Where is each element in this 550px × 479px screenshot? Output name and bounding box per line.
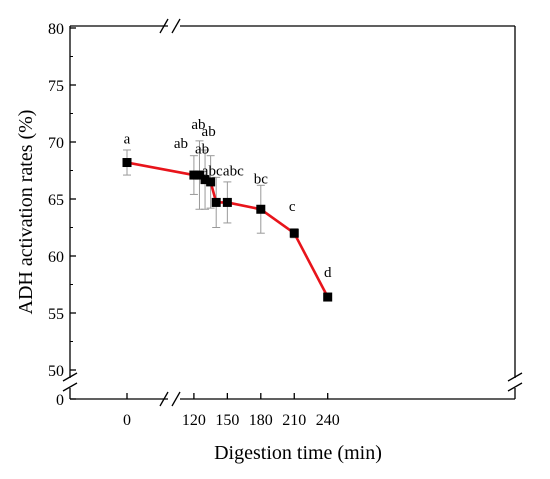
y-tick-label-70: 70 [48, 135, 64, 152]
y-break-mark-3 [507, 382, 523, 392]
significance-label-6: abc [223, 163, 244, 179]
y-tick-label-80: 80 [48, 21, 64, 38]
x-break-mark-1 [171, 18, 181, 34]
data-point-4 [206, 177, 216, 187]
y-tick-label-0: 0 [56, 392, 64, 409]
data-point-5 [211, 197, 221, 207]
x-tick-label-150: 150 [215, 412, 239, 429]
data-point-3 [200, 175, 210, 185]
data-point-9 [323, 292, 333, 302]
x-break-mark-3 [171, 391, 181, 407]
x-break-mark-0 [159, 18, 169, 34]
data-point-1 [189, 170, 199, 180]
data-point-7 [256, 204, 266, 214]
significance-label-1: ab [174, 136, 188, 152]
significance-label-3: ab [195, 142, 209, 158]
x-tick-label-120: 120 [182, 412, 206, 429]
significance-label-8: c [289, 199, 296, 215]
x-tick-label-0: 0 [123, 412, 131, 429]
y-tick-label-65: 65 [48, 192, 64, 209]
y-tick-label-75: 75 [48, 78, 64, 95]
significance-label-2: ab [191, 117, 205, 133]
x-tick-label-240: 240 [316, 412, 340, 429]
significance-label-9: d [324, 265, 332, 281]
y-axis-title: ADH activation rates (%) [15, 110, 37, 315]
y-tick-label-60: 60 [48, 249, 64, 266]
data-point-8 [289, 228, 299, 238]
y-tick-label-50: 50 [48, 363, 64, 380]
x-axis-title: Digestion time (min) [214, 442, 382, 464]
x-tick-label-210: 210 [282, 412, 306, 429]
x-break-mark-2 [159, 391, 169, 407]
y-tick-label-55: 55 [48, 306, 64, 323]
significance-label-0: a [124, 132, 131, 148]
data-point-6 [222, 197, 232, 207]
significance-label-5: abc [202, 163, 223, 179]
significance-label-4: ab [202, 124, 216, 140]
significance-label-7: bc [254, 171, 269, 187]
data-point-0 [122, 158, 132, 168]
y-break-mark-2 [507, 372, 523, 382]
y-break-mark-0 [62, 372, 78, 382]
y-break-mark-1 [62, 382, 78, 392]
data-point-2 [194, 170, 204, 180]
x-tick-label-180: 180 [249, 412, 273, 429]
